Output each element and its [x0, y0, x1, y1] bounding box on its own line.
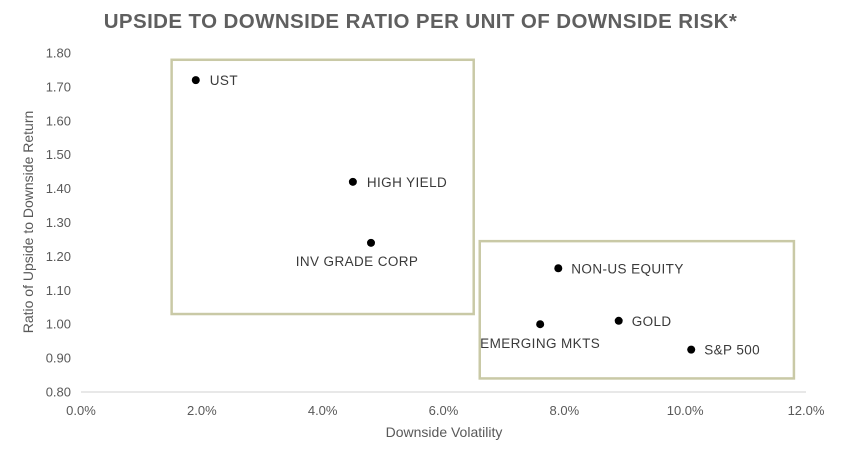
y-tick-label: 1.60 — [46, 113, 71, 128]
y-tick-label: 1.40 — [46, 181, 71, 196]
highlight-box — [170, 58, 475, 316]
y-tick-label: 1.10 — [46, 283, 71, 298]
x-tick-label: 6.0% — [429, 403, 459, 418]
y-tick-label: 0.90 — [46, 351, 71, 366]
y-tick-label: 1.70 — [46, 79, 71, 94]
x-tick-label: 0.0% — [66, 403, 96, 418]
x-tick-label: 8.0% — [550, 403, 580, 418]
point-label: UST — [210, 73, 238, 88]
data-point — [191, 76, 200, 85]
point-label: EMERGING MKTS — [480, 336, 600, 351]
y-tick-label: 1.30 — [46, 215, 71, 230]
x-tick-label: 12.0% — [788, 403, 825, 418]
x-tick-label: 4.0% — [308, 403, 338, 418]
point-label: NON-US EQUITY — [571, 261, 683, 276]
x-tick-label: 10.0% — [667, 403, 704, 418]
data-point — [536, 320, 545, 329]
data-point — [348, 177, 357, 186]
x-axis-label: Downside Volatility — [386, 424, 503, 440]
y-tick-label: 1.50 — [46, 147, 71, 162]
data-point — [614, 316, 623, 325]
y-tick-label: 1.00 — [46, 317, 71, 332]
y-tick-label: 1.80 — [46, 46, 71, 61]
point-label: S&P 500 — [704, 343, 760, 358]
x-tick-label: 2.0% — [187, 403, 217, 418]
data-point — [687, 345, 696, 354]
y-axis-label: Ratio of Upside to Downside Return — [20, 111, 36, 334]
point-label: INV GRADE CORP — [296, 254, 419, 269]
point-label: GOLD — [632, 314, 672, 329]
y-tick-label: 0.80 — [46, 385, 71, 400]
point-label: HIGH YIELD — [367, 175, 447, 190]
highlight-box — [478, 239, 796, 380]
data-point — [367, 238, 375, 247]
chart-title: UPSIDE TO DOWNSIDE RATIO PER UNIT OF DOW… — [103, 10, 738, 33]
y-tick-label: 1.20 — [46, 249, 71, 264]
data-point — [554, 264, 563, 273]
